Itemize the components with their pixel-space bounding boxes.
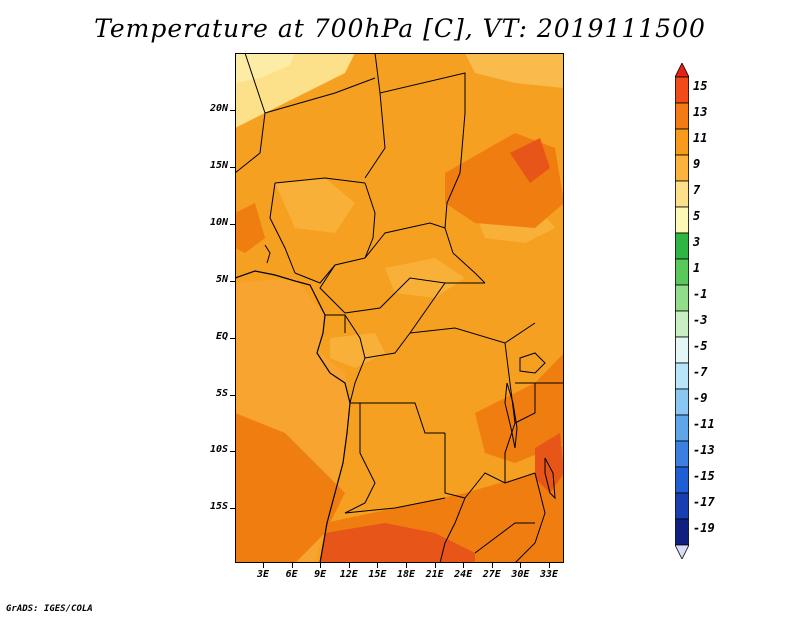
colorbar-segment bbox=[675, 128, 689, 156]
warm-patch-3 bbox=[330, 333, 385, 368]
map-border bbox=[235, 53, 564, 563]
lon-tick-label: 3E bbox=[256, 569, 270, 580]
colorbar-label: -1 bbox=[693, 287, 708, 301]
lon-tick-mark bbox=[263, 563, 264, 568]
colorbar-label: -5 bbox=[693, 339, 708, 353]
lon-tick-mark bbox=[377, 563, 379, 568]
colorbar-segment bbox=[675, 440, 689, 468]
colorbar-label: -17 bbox=[693, 495, 715, 509]
hottest-patch-se bbox=[535, 433, 564, 493]
lon-tick-label: 24E bbox=[454, 569, 473, 580]
lon-tick-label: 33E bbox=[539, 569, 559, 580]
colorbar-segment bbox=[675, 362, 689, 390]
colorbar-label: -11 bbox=[693, 417, 715, 431]
lat-tick-label: 15N bbox=[209, 160, 228, 171]
colorbar-label: 15 bbox=[693, 79, 708, 93]
colorbar-label: 11 bbox=[693, 131, 708, 145]
colorbar-segment bbox=[675, 102, 689, 130]
colorbar-label: 7 bbox=[693, 183, 701, 197]
lat-tick-mark bbox=[230, 451, 235, 452]
colorbar-segment bbox=[675, 492, 689, 520]
colorbar bbox=[675, 63, 689, 559]
lon-tick-mark bbox=[320, 563, 322, 568]
country-borders bbox=[235, 53, 564, 563]
lat-tick-label: 5S bbox=[215, 388, 228, 399]
lake-malawi bbox=[544, 457, 556, 500]
lat-tick-label: EQ bbox=[215, 331, 228, 342]
lon-tick-label: 18E bbox=[396, 569, 416, 580]
lat-tick-mark bbox=[230, 395, 235, 396]
lon-tick-mark bbox=[491, 563, 493, 568]
colorbar-segment bbox=[675, 466, 689, 494]
lon-tick-label: 12E bbox=[339, 569, 358, 580]
lat-tick-mark bbox=[230, 110, 235, 111]
colorbar-label: 13 bbox=[693, 105, 708, 119]
lon-tick-label: 15E bbox=[368, 569, 387, 580]
hot-patch-se bbox=[475, 353, 564, 463]
lat-tick-mark bbox=[230, 224, 235, 225]
cool-region-ne bbox=[465, 53, 564, 88]
colorbar-label: 1 bbox=[693, 261, 701, 275]
lat-tick-mark bbox=[230, 508, 235, 509]
colorbar-label: -15 bbox=[693, 469, 715, 483]
chart-title: Temperature at 700hPa [C], VT: 201911150… bbox=[94, 14, 706, 43]
colorbar-label: -19 bbox=[693, 521, 715, 535]
lat-tick-label: 15S bbox=[209, 501, 228, 512]
lon-tick-mark bbox=[406, 563, 407, 568]
colorbar-label: -3 bbox=[693, 313, 708, 327]
colorbar-label: 3 bbox=[693, 235, 701, 249]
hottest-patch-e bbox=[510, 138, 550, 183]
colorbar-segment bbox=[675, 518, 689, 546]
lat-tick-mark bbox=[230, 338, 235, 339]
colorbar-segment bbox=[675, 258, 689, 286]
hot-patch-sw bbox=[235, 413, 345, 563]
lat-tick-mark bbox=[230, 281, 235, 282]
lat-tick-mark bbox=[230, 167, 235, 168]
lon-tick-label: 27E bbox=[482, 569, 501, 580]
colorbar-segment bbox=[675, 232, 689, 260]
lon-tick-mark bbox=[549, 563, 550, 568]
lon-tick-label: 6E bbox=[285, 569, 298, 580]
hot-patch-gulf bbox=[235, 203, 265, 253]
lon-tick-label: 21E bbox=[425, 569, 444, 580]
lon-tick-mark bbox=[348, 563, 350, 568]
colorbar-segment bbox=[675, 180, 689, 208]
lon-tick-label: 30E bbox=[511, 569, 530, 580]
lake-volta bbox=[264, 244, 271, 264]
hottest-patch-south bbox=[320, 523, 475, 563]
colorbar-label: 9 bbox=[693, 157, 701, 171]
colorbar-segment bbox=[675, 284, 689, 312]
cool-region-north-2 bbox=[235, 53, 295, 83]
colorbar-min-arrow bbox=[675, 544, 689, 559]
lake-tanganyika bbox=[504, 382, 518, 449]
warm-patch-1 bbox=[275, 178, 355, 233]
colorbar-segment bbox=[675, 76, 689, 104]
colorbar-max-arrow bbox=[675, 63, 689, 78]
lat-tick-label: 10N bbox=[209, 217, 228, 228]
colorbar-segment bbox=[675, 336, 689, 364]
colorbar-segment bbox=[675, 414, 689, 442]
lon-tick-mark bbox=[463, 563, 465, 568]
lat-tick-label: 20N bbox=[209, 103, 228, 114]
lake-victoria bbox=[519, 352, 546, 374]
grads-credit: GrADS: IGES/COLA bbox=[6, 604, 93, 614]
colorbar-segment bbox=[675, 388, 689, 416]
warm-patch-2 bbox=[385, 258, 465, 298]
colorbar-segment bbox=[675, 206, 689, 234]
lon-tick-mark bbox=[291, 563, 293, 568]
colorbar-segment bbox=[675, 154, 689, 182]
colorbar-segment bbox=[675, 310, 689, 338]
lat-tick-label: 5N bbox=[215, 274, 228, 285]
lat-tick-label: 10S bbox=[209, 444, 228, 455]
lon-tick-label: 9E bbox=[314, 569, 327, 580]
map-panel bbox=[235, 53, 564, 563]
coastline bbox=[235, 270, 351, 563]
colorbar-label: -13 bbox=[693, 443, 715, 457]
colorbar-label: -9 bbox=[693, 391, 708, 405]
lon-tick-mark bbox=[520, 563, 522, 568]
lon-tick-mark bbox=[434, 563, 436, 568]
colorbar-label: 5 bbox=[693, 209, 701, 223]
colorbar-label: -7 bbox=[693, 365, 708, 379]
